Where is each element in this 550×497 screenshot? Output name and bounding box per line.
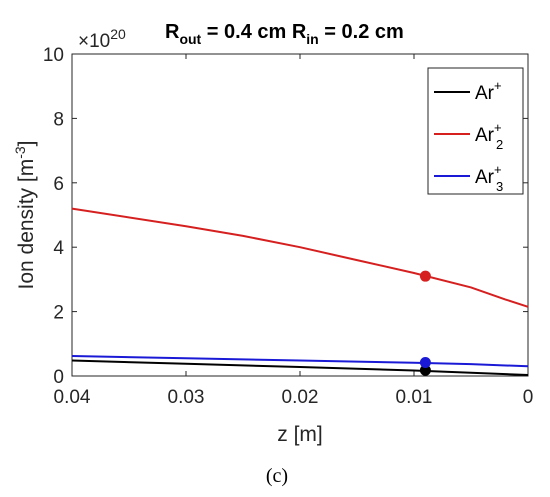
x-tick-label: 0.03: [168, 387, 205, 408]
y-tick-label: 4: [53, 238, 64, 259]
x-tick-label: 0.02: [282, 387, 319, 408]
chart-title: Rout = 0.4 cm Rin = 0.2 cm: [165, 21, 404, 47]
series-marker: [419, 356, 431, 368]
y-tick-label: 6: [53, 174, 64, 195]
y-tick-label: 0: [53, 367, 64, 388]
legend-label: Ar+ 3: [475, 162, 503, 194]
series-line: [71, 355, 529, 368]
y-tick-label: 8: [53, 109, 64, 130]
axis-ticks: 0.04 0.03 0.02 0.01 0 0 2 4 6 8 10: [43, 45, 533, 408]
figure-caption: (c): [266, 465, 288, 487]
series-layer: [71, 207, 529, 376]
y-tick-label: 2: [53, 303, 64, 324]
legend-label: Ar+: [475, 78, 502, 104]
y-tick-label: 10: [43, 45, 64, 66]
x-tick-label: 0.01: [396, 387, 433, 408]
x-axis-label: z [m]: [277, 423, 323, 446]
legend-label: Ar+ 2: [475, 120, 503, 152]
legend-box: [427, 67, 524, 195]
legend: Ar+ Ar+ 2 Ar+ 3: [427, 67, 524, 195]
series-marker: [419, 270, 431, 282]
series-marker: [419, 364, 431, 376]
y-multiplier: ×1020: [78, 26, 126, 52]
x-tick-label: 0.04: [54, 387, 91, 408]
y-axis-label: Ion density [m-3]: [12, 140, 38, 289]
series-line: [71, 207, 529, 308]
x-tick-label: 0: [523, 387, 534, 408]
series-line: [71, 359, 529, 376]
marker-layer: [419, 270, 431, 376]
